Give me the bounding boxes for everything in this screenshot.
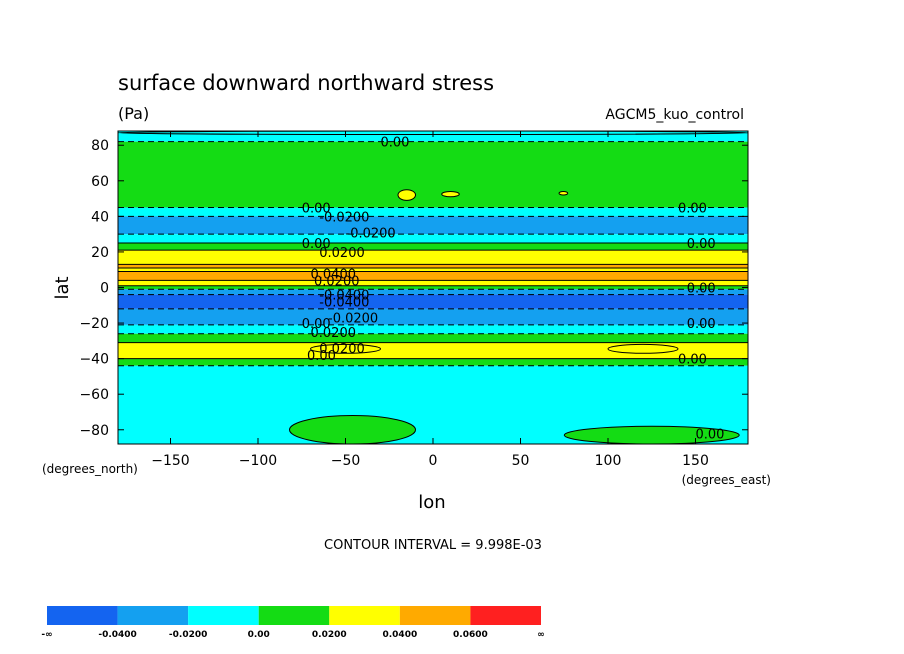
field-band-14: [118, 308, 748, 325]
x-tick-label-0: −150: [151, 453, 189, 469]
contour-label-5: 0.00: [302, 237, 331, 252]
y-tick-label-3: 20: [91, 245, 109, 261]
contour-label-4: -0.0200: [346, 226, 396, 241]
y-tick-label-7: −60: [79, 387, 109, 403]
y-tick-label-5: −20: [79, 316, 109, 332]
chart-title: surface downward northward stress: [118, 71, 494, 95]
contour-label-17: 0.0200: [319, 342, 365, 357]
legend-level-2: -0.0200: [169, 630, 207, 640]
x-unit-label: (degrees_east): [682, 473, 771, 487]
field-patch-3: [397, 189, 416, 201]
legend-level-3: 0.00: [248, 630, 270, 640]
field-band-15: [118, 324, 748, 334]
model-label: AGCM5_kuo_control: [605, 107, 744, 123]
contour-label-2: -0.0200: [319, 210, 369, 225]
contour-field: [117, 130, 749, 445]
field-band-13: [118, 294, 748, 309]
x-tick-label-2: −50: [331, 453, 361, 469]
field-band-7: [118, 264, 748, 268]
field-patch-1: [289, 415, 416, 445]
x-tick-label-6: 150: [682, 453, 709, 469]
field-band-2: [118, 207, 748, 217]
field-band-6: [118, 250, 748, 265]
y-tick-label-2: 40: [91, 209, 109, 225]
contour-label-15: 0.00: [687, 317, 716, 332]
x-tick-label-4: 50: [512, 453, 530, 469]
x-tick-label-5: 100: [595, 453, 622, 469]
legend-swatch-1: [117, 606, 189, 625]
contour-label-8: 0.0400: [311, 267, 357, 282]
legend-swatch-3: [258, 606, 330, 625]
legend-level-6: 0.0600: [453, 630, 488, 640]
field-band-9: [118, 271, 748, 281]
x-tick-label-3: 0: [429, 453, 438, 469]
legend-swatch-0: [47, 606, 118, 625]
contour-label-1: 0.00: [302, 201, 331, 216]
legend-level-4: 0.0200: [312, 630, 347, 640]
contour-label-10: 0.00: [687, 282, 716, 297]
x-axis-ticks: −150 −100 −50 0 50 100 150: [151, 131, 709, 469]
contour-label-20: 0.00: [696, 427, 725, 442]
field-patch-4: [441, 190, 460, 198]
legend-level-1: -0.0400: [98, 630, 136, 640]
y-tick-label-1: 60: [91, 174, 109, 190]
field-band-8: [118, 267, 748, 272]
legend-level-7: ∞: [537, 630, 545, 640]
field-band-3: [118, 216, 748, 235]
y-unit-label: (degrees_north): [42, 462, 138, 476]
contour-label-6: 0.0200: [319, 246, 365, 261]
contour-label-19: 0.00: [678, 353, 707, 368]
contour-label-12: -0.0400: [319, 296, 369, 311]
contour-label-9: 0.0200: [314, 274, 360, 289]
contour-label-13: -0.0200: [328, 312, 378, 327]
legend-swatch-2: [188, 606, 259, 625]
field-band-17: [118, 342, 748, 359]
y-tick-label-8: −80: [79, 423, 109, 439]
contour-interval-label: CONTOUR INTERVAL = 9.998E-03: [324, 538, 542, 553]
field-band-10: [118, 280, 748, 286]
y-tick-label-4: 0: [100, 281, 109, 297]
contour-label-7: 0.00: [687, 237, 716, 252]
contour-label-14: 0.00: [302, 317, 331, 332]
field-band-18: [118, 358, 748, 366]
legend-swatch-4: [329, 606, 400, 625]
field-patch-6: [310, 343, 381, 354]
field-patch-7: [607, 343, 679, 354]
field-band-16: [118, 333, 748, 343]
contour-label-18: 0.00: [307, 349, 336, 364]
legend-swatch-6: [470, 606, 541, 625]
field-band-1: [118, 141, 748, 208]
x-axis-label: lon: [418, 492, 445, 513]
contour-label-0: 0.00: [381, 136, 410, 151]
contour-labels: 0.000.00-0.02000.00-0.02000.000.02000.00…: [302, 136, 725, 443]
field-band-11: [118, 285, 748, 290]
legend-level-0: -∞: [41, 630, 52, 640]
contour-label-11: -0.0400: [319, 289, 369, 304]
field-band-5: [118, 243, 748, 251]
field-band-12: [118, 289, 748, 295]
field-patch-5: [558, 190, 569, 196]
y-tick-label-6: −40: [79, 352, 109, 368]
contour-label-16: 0.0200: [311, 326, 357, 341]
x-tick-label-1: −100: [239, 453, 277, 469]
y-tick-label-0: 80: [91, 138, 109, 154]
color-legend: -∞ -0.0400 -0.0200 0.00 0.0200 0.0400 0.0600 ∞: [41, 606, 545, 640]
y-axis-ticks: 80 60 40 20 0 −20 −40 −60 −80: [79, 138, 748, 439]
contour-lines: [118, 141, 748, 367]
y-axis-label: lat: [52, 276, 73, 299]
contour-label-3: 0.00: [678, 201, 707, 216]
units-label: (Pa): [118, 104, 149, 123]
legend-swatch-5: [399, 606, 471, 625]
field-band-4: [118, 234, 748, 244]
legend-level-5: 0.0400: [382, 630, 417, 640]
